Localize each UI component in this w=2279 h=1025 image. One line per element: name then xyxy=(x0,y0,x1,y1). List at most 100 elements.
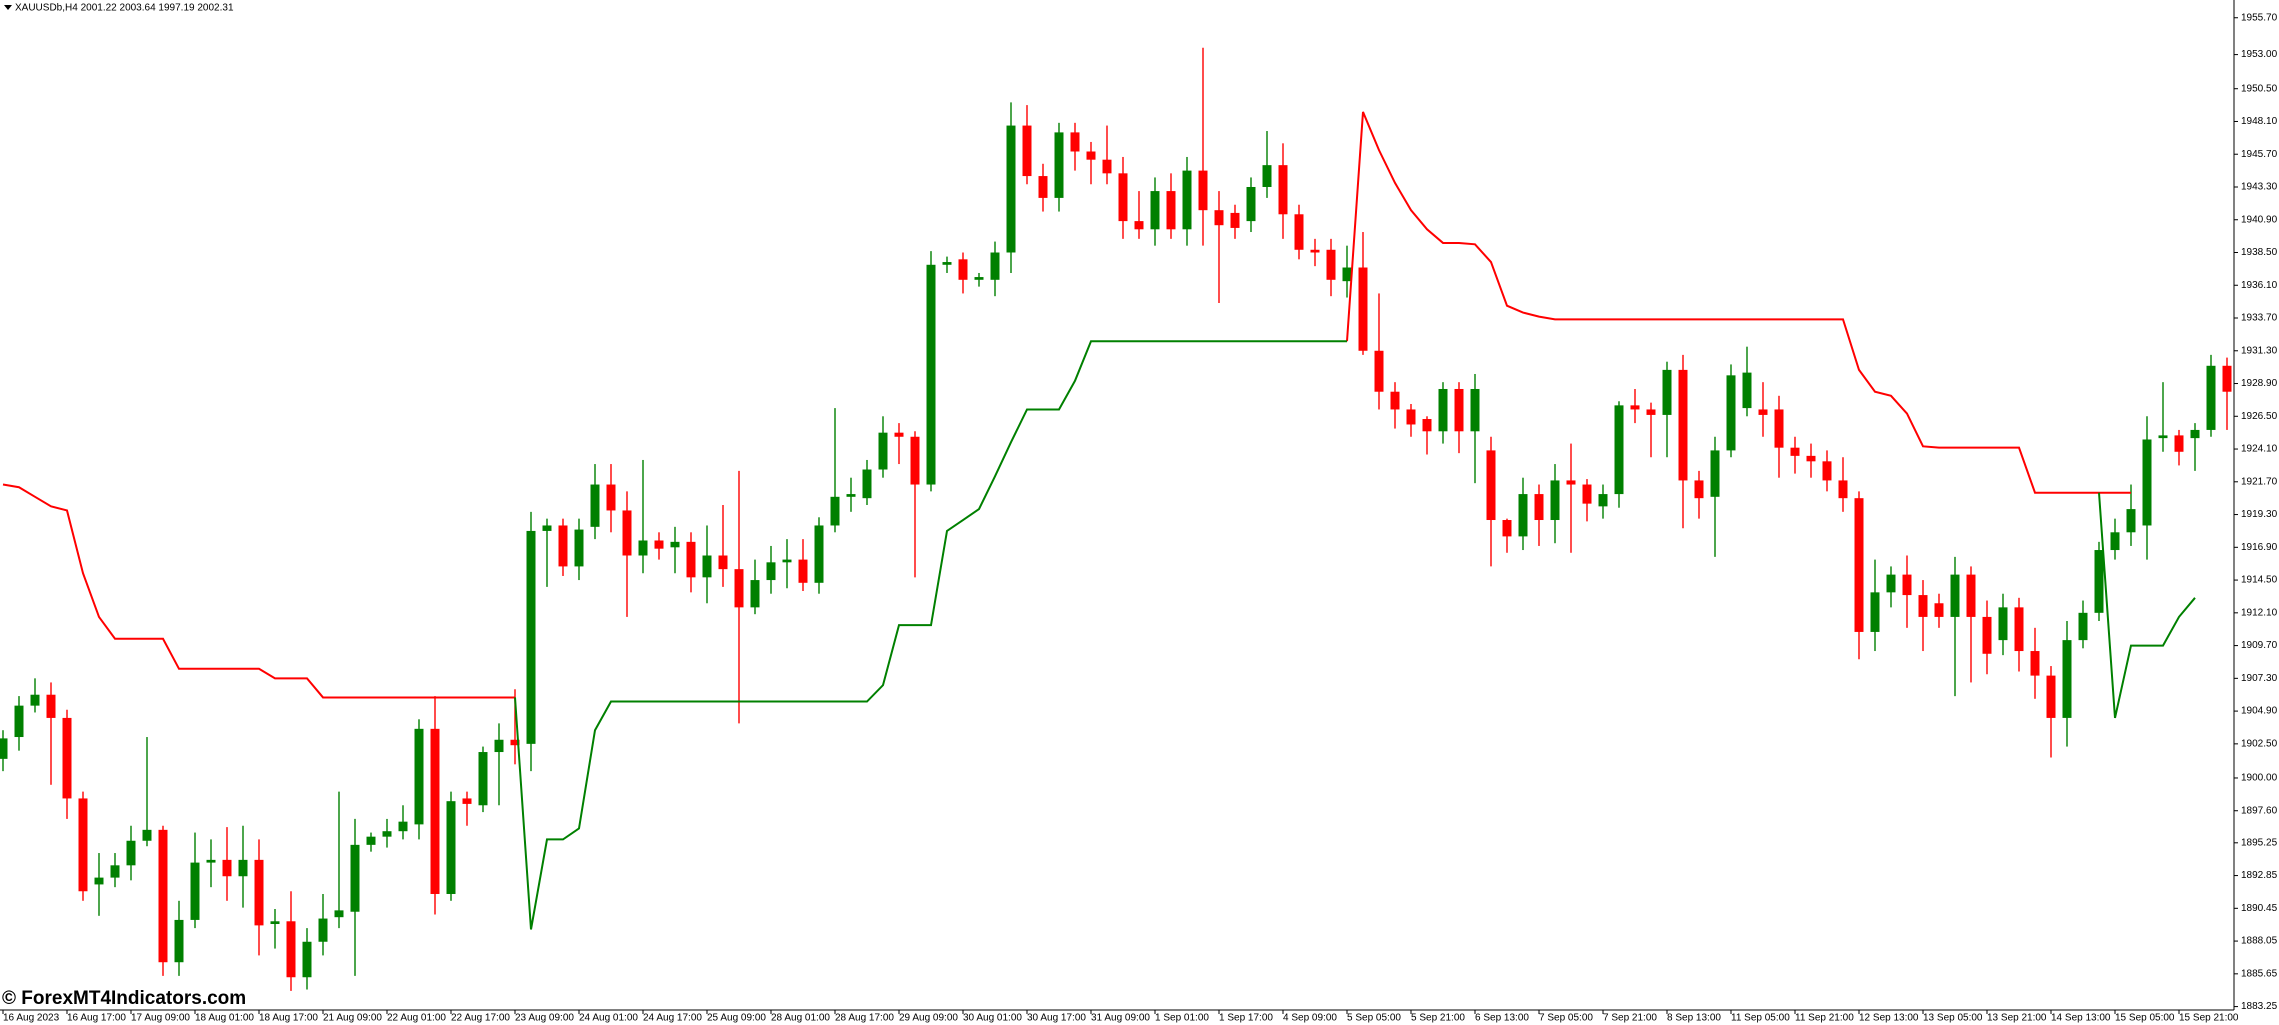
candle-body xyxy=(1678,369,1688,481)
candle-body xyxy=(1550,480,1560,521)
candle-body xyxy=(494,739,504,753)
candle-body xyxy=(1646,409,1656,415)
candle-body xyxy=(1886,574,1896,593)
candle-body xyxy=(62,717,72,799)
candle-body xyxy=(2174,435,2184,452)
x-tick-label: 28 Aug 01:00 xyxy=(771,1013,830,1024)
x-tick-label: 1 Sep 17:00 xyxy=(1219,1013,1273,1024)
x-tick-label: 7 Sep 05:00 xyxy=(1539,1013,1593,1024)
candle-body xyxy=(1230,212,1240,228)
candle-body xyxy=(654,540,664,549)
candle-body xyxy=(510,739,520,746)
candle-body xyxy=(2222,365,2232,392)
x-tick-label: 8 Sep 13:00 xyxy=(1667,1013,1721,1024)
y-tick-label: 1948.10 xyxy=(2241,116,2278,127)
candle-body xyxy=(1662,369,1672,415)
x-tick-label: 11 Sep 21:00 xyxy=(1795,1013,1854,1024)
candle-body xyxy=(1614,405,1624,495)
watermark: © ForexMT4Indicators.com xyxy=(2,988,246,1009)
candle-body xyxy=(686,541,696,578)
candle-body xyxy=(0,738,8,759)
candle-body xyxy=(526,530,536,744)
candle-body xyxy=(1774,409,1784,448)
y-tick-label: 1953.00 xyxy=(2241,49,2278,60)
candle-body xyxy=(430,728,440,894)
y-tick-label: 1924.10 xyxy=(2241,444,2278,455)
candle-body xyxy=(590,484,600,527)
x-tick-label: 29 Aug 09:00 xyxy=(899,1013,958,1024)
candle-body xyxy=(2046,675,2056,718)
x-tick-label: 16 Aug 17:00 xyxy=(67,1013,126,1024)
candle-body xyxy=(2078,612,2088,641)
candle-body xyxy=(942,262,952,265)
candle-body xyxy=(574,529,584,567)
candle-body xyxy=(734,569,744,608)
candle-body xyxy=(398,821,408,832)
candle-body xyxy=(814,525,824,583)
candle-body xyxy=(2062,640,2072,718)
plot: 1955.70 1953.00 1950.50 1948.10 1945.70 1943.… xyxy=(0,12,2278,1024)
candle-body xyxy=(462,798,472,804)
candle-body xyxy=(2030,651,2040,676)
candle-body xyxy=(1086,151,1096,160)
y-tick-label: 1895.25 xyxy=(2241,837,2278,848)
candle-body xyxy=(1950,574,1960,617)
candle-body xyxy=(1038,176,1048,198)
y-tick-label: 1888.05 xyxy=(2241,936,2278,947)
candle-body xyxy=(926,264,936,485)
candle-body xyxy=(1326,249,1336,280)
candle-body xyxy=(46,694,56,718)
x-tick-label: 21 Aug 09:00 xyxy=(323,1013,382,1024)
y-tick-label: 1916.90 xyxy=(2241,542,2278,553)
candle-body xyxy=(1214,210,1224,226)
candle-body xyxy=(318,918,328,942)
candle-body xyxy=(206,859,216,863)
candle-body xyxy=(1310,249,1320,253)
candle-body xyxy=(670,541,680,548)
candle-body xyxy=(2126,509,2136,533)
candle-body xyxy=(2094,550,2104,613)
candle-body xyxy=(958,259,968,280)
candle-body xyxy=(158,829,168,963)
candle-body xyxy=(1182,170,1192,230)
candle-body xyxy=(1630,405,1640,410)
candle-body xyxy=(1502,520,1512,537)
candle-body xyxy=(1198,170,1208,211)
candle-body xyxy=(1710,450,1720,497)
candle-body xyxy=(1374,350,1384,392)
candle-body xyxy=(446,801,456,894)
x-tick-label: 30 Aug 17:00 xyxy=(1027,1013,1086,1024)
candle-body xyxy=(990,252,1000,280)
candle-body xyxy=(126,840,136,866)
candle-body xyxy=(254,859,264,926)
x-tick-label: 15 Sep 05:00 xyxy=(2115,1013,2175,1024)
y-tick-label: 1897.60 xyxy=(2241,805,2278,816)
candle-body xyxy=(1966,574,1976,617)
candle-body xyxy=(1422,419,1432,432)
candle-body xyxy=(1054,132,1064,198)
candle-body xyxy=(798,559,808,583)
x-tick-label: 11 Sep 05:00 xyxy=(1731,1013,1790,1024)
candle-body xyxy=(94,877,104,885)
candle-body xyxy=(1294,214,1304,250)
candle-body xyxy=(878,432,888,470)
x-tick-label: 14 Sep 13:00 xyxy=(2051,1013,2111,1024)
candle-body xyxy=(1278,165,1288,215)
candle-body xyxy=(1134,221,1144,230)
candle-body xyxy=(286,921,296,978)
x-tick-label: 28 Aug 17:00 xyxy=(835,1013,894,1024)
x-tick-label: 7 Sep 21:00 xyxy=(1603,1013,1657,1024)
candle-body xyxy=(1694,480,1704,499)
y-tick-label: 1950.50 xyxy=(2241,83,2278,94)
candle-body xyxy=(1454,388,1464,432)
candle-body xyxy=(1870,592,1880,632)
candle-body xyxy=(110,865,120,878)
candle-body xyxy=(270,921,280,925)
candle-body xyxy=(1582,484,1592,504)
candle-body xyxy=(1758,409,1768,415)
x-tick-label: 5 Sep 21:00 xyxy=(1411,1013,1465,1024)
y-tick-label: 1926.50 xyxy=(2241,411,2278,422)
candle-body xyxy=(1854,498,1864,632)
y-tick-label: 1885.65 xyxy=(2241,968,2278,979)
